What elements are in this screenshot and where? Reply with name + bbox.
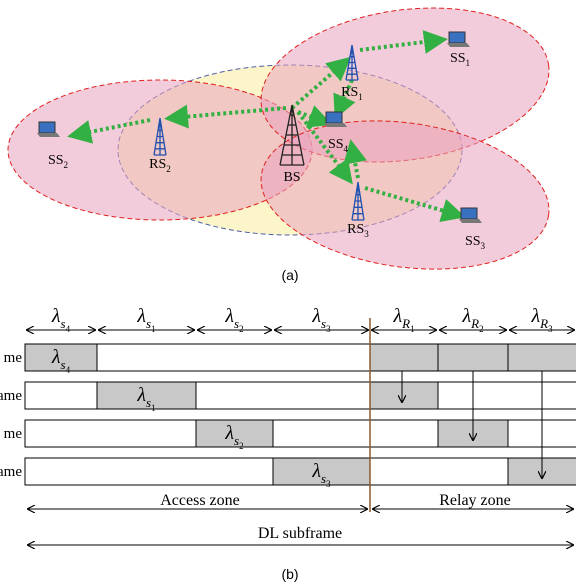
label-main: λ [311,305,321,327]
laptop-base [447,43,470,47]
relay-slot [370,382,438,409]
label-main: λ [51,346,61,368]
label-main: SS [48,153,64,168]
laptop-screen [39,122,55,133]
laptop-screen [326,112,342,123]
laptop-base [37,133,60,137]
label-main: λ [224,305,234,327]
label-main: SS [450,51,466,66]
label-main: λ [461,305,471,327]
label-main: λ [392,305,402,327]
row-label: ame [0,388,22,404]
laptop-screen [449,32,465,43]
relay-slot [438,344,508,371]
label-sub: 1 [466,58,471,68]
label-main: λ [224,422,234,444]
laptop-screen [461,208,477,219]
label-sub: R [470,316,479,331]
access-zone: Access zone [160,492,240,509]
label-main: SS [328,137,344,152]
label-subsub: 1 [151,403,156,413]
label-main: λ [136,384,146,406]
label-subsub: 1 [151,324,156,334]
label-sub: 2 [64,160,69,170]
label-subsub: 4 [66,324,71,334]
label-subsub: 4 [66,365,71,375]
label-main: SS [465,234,481,249]
label-sub: R [539,316,548,331]
label-main: λ [530,305,540,327]
relay-slot [370,344,438,371]
caption: (a) [281,267,298,283]
row-label: me [4,350,23,366]
relay-slot [508,344,576,371]
label-subsub: 3 [326,479,331,489]
label-main: λ [311,460,321,482]
row-label: ame [0,464,22,480]
label-main: RS [341,85,358,100]
label-subsub: 2 [239,324,244,334]
label-main: λ [51,305,61,327]
figure: SS1SS2SS3SS4RS1RS2RS3BS(a) λs4λs1λs2λs3λ… [0,0,576,587]
label-sub: R [401,316,410,331]
label-main: RS [347,222,364,237]
relay-zone: Relay zone [439,492,511,509]
label-sub: 4 [344,144,349,154]
label-sub: 3 [364,229,369,239]
label-subsub: 3 [548,324,553,334]
label-subsub: 1 [410,324,415,334]
laptop-base [324,123,347,127]
label-main: λ [136,305,146,327]
dl-subframe: DL subframe [258,525,342,542]
label-subsub: 2 [239,441,244,451]
label-sub: 1 [358,92,363,102]
label-subsub: 3 [326,324,331,334]
bs-label: BS [283,170,300,185]
label-sub: 2 [166,164,171,174]
label-sub: 3 [481,241,486,251]
caption: (b) [281,566,298,582]
row-label: me [4,426,23,442]
label-main: RS [149,157,166,172]
laptop-base [459,219,482,223]
label-subsub: 2 [479,324,484,334]
